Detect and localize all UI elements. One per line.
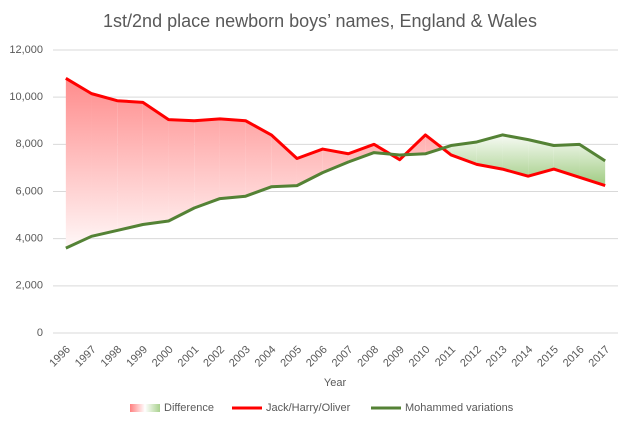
- difference-area: [296, 149, 323, 186]
- difference-area: [117, 100, 143, 231]
- x-tick-label: 2009: [381, 344, 407, 370]
- difference-area: [219, 118, 246, 199]
- x-tick-label: 1996: [47, 344, 73, 370]
- x-tick-label: 2002: [201, 344, 227, 370]
- difference-area: [348, 144, 375, 163]
- chart-title: 1st/2nd place newborn boys’ names, Engla…: [103, 11, 537, 31]
- legend-label: Difference: [164, 402, 214, 414]
- difference-area: [322, 149, 349, 173]
- difference-area: [528, 139, 554, 177]
- legend-label: Mohammed variations: [405, 402, 514, 414]
- difference-area: [476, 134, 503, 170]
- x-tick-label: 2001: [176, 344, 202, 370]
- y-tick-label: 0: [37, 327, 43, 339]
- legend-swatch: [130, 404, 160, 412]
- x-tick-label: 2006: [304, 344, 330, 370]
- series-line: [65, 77, 606, 188]
- x-tick-label: 2010: [407, 344, 433, 370]
- difference-area: [502, 134, 529, 177]
- x-tick-label: 2014: [509, 344, 535, 370]
- y-tick-label: 6,000: [15, 185, 43, 197]
- x-tick-label: 2004: [253, 344, 279, 370]
- x-tick-label: 2008: [355, 344, 381, 370]
- x-tick-label: 2017: [587, 344, 613, 370]
- x-tick-label: 2000: [150, 344, 176, 370]
- difference-area: [451, 141, 477, 165]
- legend-label: Jack/Harry/Oliver: [266, 402, 351, 414]
- x-tick-label: 2007: [330, 344, 356, 370]
- difference-area: [245, 120, 272, 197]
- x-tick-label: 2011: [433, 344, 458, 369]
- y-tick-label: 2,000: [15, 280, 43, 292]
- x-tick-label: 2013: [484, 344, 510, 370]
- x-tick-label: 2005: [278, 344, 304, 370]
- y-tick-label: 12,000: [9, 44, 43, 56]
- y-tick-label: 8,000: [15, 138, 43, 150]
- series-line: [65, 133, 606, 250]
- difference-area: [553, 144, 580, 178]
- x-tick-label: 2016: [561, 344, 587, 370]
- difference-area: [194, 118, 220, 209]
- x-tick-label: 2012: [458, 344, 484, 370]
- y-tick-label: 10,000: [9, 91, 43, 103]
- x-tick-label: 1997: [73, 344, 99, 370]
- difference-area: [271, 134, 297, 187]
- x-axis-title: Year: [324, 377, 347, 389]
- x-tick-label: 2003: [227, 344, 253, 370]
- difference-area: [579, 144, 606, 186]
- x-tick-label: 2015: [535, 344, 561, 370]
- difference-area: [65, 78, 92, 249]
- x-tick-label: 1998: [99, 344, 125, 370]
- y-tick-label: 4,000: [15, 233, 43, 245]
- difference-area: [168, 119, 195, 221]
- difference-area: [91, 93, 118, 237]
- x-tick-label: 1999: [124, 344, 150, 370]
- difference-area: [142, 102, 169, 225]
